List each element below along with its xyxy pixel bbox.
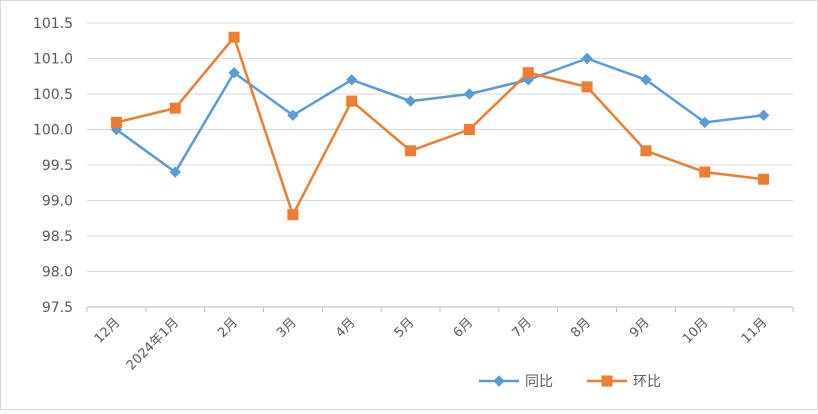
legend-label: 环比 [633, 374, 661, 390]
series-1 [110, 52, 770, 178]
series-line [115, 57, 764, 174]
series-2 [110, 31, 770, 221]
data-point [405, 145, 417, 157]
series-line [116, 35, 764, 216]
data-point [640, 74, 652, 86]
legend-label: 同比 [525, 374, 553, 390]
data-point [699, 116, 711, 129]
data-point [522, 67, 534, 79]
x-tick-label: 2月 [215, 315, 241, 341]
x-tick-label: 9月 [627, 315, 653, 341]
x-tick-label: 5月 [392, 315, 418, 341]
y-tick-label: 101.0 [33, 52, 73, 68]
data-point [757, 109, 770, 122]
x-tick-label: 2024年1月 [124, 315, 182, 373]
gridlines [87, 22, 793, 308]
x-axis-ticks: 12月 2024年1月 2月 3月 4月 5月 6月 7月 8月 9月 10月 11月 [86, 307, 794, 373]
data-point [169, 102, 181, 114]
x-tick-label: 6月 [451, 315, 477, 341]
y-tick-label: 98.0 [42, 265, 73, 281]
legend-item: 同比 [479, 374, 553, 390]
data-point [287, 109, 299, 122]
data-point [346, 95, 358, 107]
x-tick-label: 4月 [333, 315, 359, 341]
data-point [228, 31, 240, 43]
legend-marker [601, 375, 613, 387]
data-point [640, 145, 652, 157]
x-tick-label: 11月 [739, 315, 770, 346]
x-tick-label: 12月 [92, 315, 123, 346]
data-point [287, 209, 299, 221]
data-point [169, 166, 181, 178]
y-tick-label: 100.0 [33, 123, 73, 139]
data-point [110, 116, 122, 128]
y-tick-label: 99.5 [42, 158, 73, 174]
x-tick-label: 8月 [568, 315, 594, 341]
y-tick-label: 100.5 [33, 87, 73, 103]
data-point [463, 124, 475, 135]
legend: 同比 环比 [479, 374, 661, 390]
data-point [581, 81, 593, 93]
x-tick-label: 7月 [509, 315, 535, 341]
y-axis-ticks: 97.5 98.0 98.5 99.0 99.5 100.0 100.5 101.0 101.5 [33, 16, 73, 316]
data-point [404, 95, 417, 107]
y-tick-label: 101.5 [33, 16, 73, 32]
x-tick-label: 3月 [274, 315, 300, 341]
data-point [699, 166, 711, 178]
data-point [758, 173, 770, 185]
x-tick-label: 10月 [680, 315, 711, 346]
y-tick-label: 97.5 [42, 300, 73, 316]
legend-marker [493, 375, 505, 387]
data-point [581, 52, 593, 65]
y-tick-label: 99.0 [42, 194, 73, 210]
data-point [463, 88, 476, 100]
legend-item: 环比 [587, 374, 661, 390]
data-point [228, 66, 240, 79]
y-tick-label: 98.5 [42, 229, 73, 245]
series-group [110, 31, 770, 221]
data-point [346, 74, 358, 86]
